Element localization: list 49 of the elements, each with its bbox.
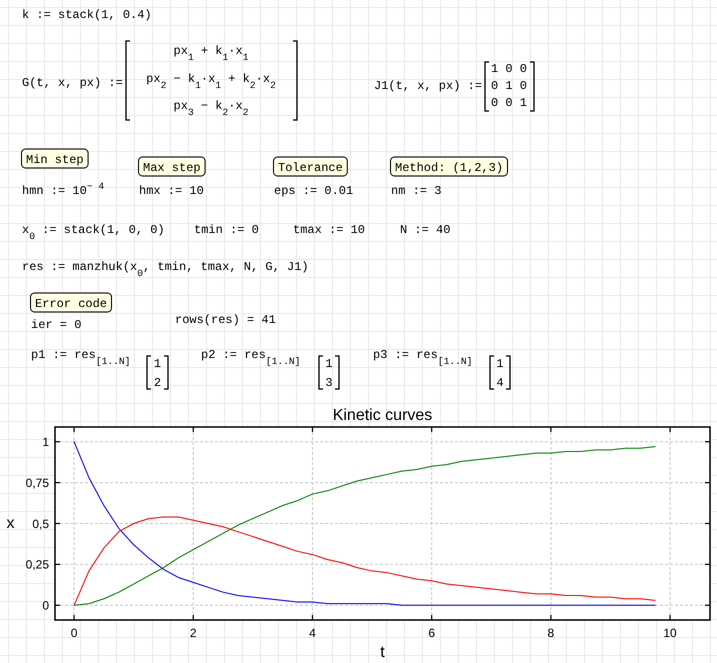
y-tick-label: 0,5 [32, 516, 50, 531]
text: px$_{2}$ − k$_{1}$·x$_{1}$ + k$_{2}$·x$_{2}$ [146, 72, 276, 90]
text: 0 0 1 [490, 96, 528, 110]
text: Method: (1,2,3) [395, 161, 504, 175]
x-axis-title: t [380, 644, 386, 661]
x-tick-label: 0 [70, 626, 78, 640]
text: 2 [154, 376, 162, 390]
text: 1 0 0 [490, 62, 528, 76]
text: k := stack(1, 0.4) [22, 8, 152, 22]
text: J1(t, x, px) := [374, 79, 482, 93]
text: p2 := res$_{[1..N]}$ [201, 348, 300, 366]
text: 4 [496, 376, 504, 390]
text: px$_{3}$ − k$_{2}$·x$_{2}$ [174, 99, 249, 118]
text: 0 1 0 [490, 79, 528, 93]
y-tick-label: 0,25 [26, 558, 50, 572]
text: Max step [143, 161, 201, 175]
text: 3 [325, 376, 333, 390]
text: tmin := 0 [194, 223, 259, 237]
x-tick-label: 2 [190, 626, 197, 640]
text: 1 [496, 357, 504, 371]
text: nm := 3 [391, 184, 442, 198]
line-series [74, 516, 656, 606]
text: px$_{1}$ + k$_{1}$·x$_{1}$ [174, 44, 249, 62]
y-tick-label: 0 [42, 598, 50, 613]
chart-title: Kinetic curves [332, 407, 432, 424]
text: x$_{0}$ := stack(1, 0, 0) [22, 223, 165, 242]
y-tick-label: 1 [42, 435, 50, 450]
x-tick-label: 6 [428, 626, 436, 640]
y-tick-label: 0,75 [26, 476, 50, 490]
text: res := manzhuk(x$_{0}$, tmin, tmax, N, G, J1) [22, 260, 309, 278]
text: Tolerance [278, 161, 343, 175]
text: Min step [26, 153, 84, 167]
text: rows(res) = 41 [175, 313, 276, 327]
text: G(t, x, px) := [22, 76, 123, 90]
y-axis-title: x [6, 515, 14, 532]
text: hmx := 10 [139, 184, 204, 198]
x-tick-label: 8 [548, 626, 555, 640]
text: 1 [154, 357, 162, 371]
text: tmax := 10 [293, 223, 366, 237]
x-tick-label: 4 [309, 626, 316, 640]
text: hmn := 10$^{− 4}$ [22, 180, 104, 198]
text: Error code [35, 297, 108, 311]
text: p3 := res$_{[1..N]}$ [373, 348, 472, 366]
x-tick-label: 10 [663, 626, 678, 640]
text: 1 [325, 357, 333, 371]
text: ier = 0 [31, 318, 82, 332]
text: eps := 0.01 [274, 184, 354, 198]
text: N := 40 [400, 223, 450, 237]
text: p1 := res$_{[1..N]}$ [31, 348, 130, 366]
